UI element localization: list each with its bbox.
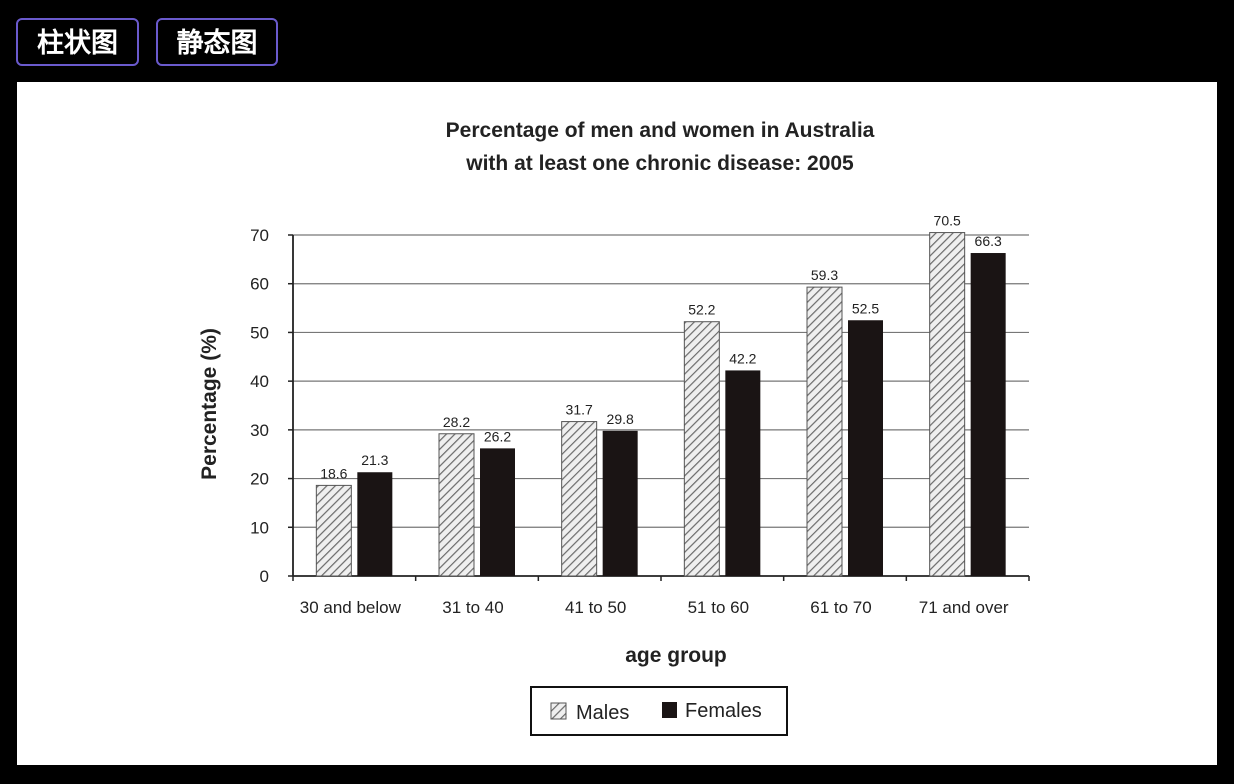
y-axis-label: Percentage (%): [198, 328, 221, 480]
x-axis-label: age group: [625, 644, 727, 667]
value-label-males: 28.2: [443, 414, 470, 430]
chart-title-line-2: with at least one chronic disease: 2005: [465, 152, 854, 175]
bar-females: [725, 370, 761, 576]
y-tick-label: 60: [250, 275, 269, 294]
chart-panel: Percentage of men and women in Australia…: [17, 82, 1217, 765]
legend: Males Females: [530, 686, 788, 736]
bar-females: [357, 472, 393, 576]
x-tick-label: 71 and over: [919, 598, 1009, 617]
legend-swatch-females: [662, 702, 677, 718]
legend-label-females: Females: [685, 700, 762, 722]
y-tick-label: 10: [250, 518, 269, 537]
value-label-males: 18.6: [320, 465, 347, 481]
y-tick-label: 50: [250, 323, 269, 342]
bar-males: [438, 433, 475, 577]
value-label-females: 42.2: [729, 350, 756, 366]
x-tick-label: 31 to 40: [442, 598, 503, 617]
value-label-males: 59.3: [811, 267, 838, 283]
bar-females: [480, 448, 515, 576]
y-tick-label: 0: [260, 567, 269, 586]
y-tick-label: 40: [250, 372, 269, 391]
bar-chart: Percentage of men and women in Australia…: [198, 119, 1030, 736]
x-tick-label: 61 to 70: [810, 598, 871, 617]
x-tick-label: 51 to 60: [688, 598, 749, 617]
value-label-females: 52.5: [852, 300, 879, 316]
legend-swatch-males: [550, 702, 567, 720]
x-tick-label: 41 to 50: [565, 598, 626, 617]
chart-title-line-1: Percentage of men and women in Australia: [446, 119, 875, 142]
chart-type-tag[interactable]: 柱状图: [16, 18, 139, 66]
bar-males: [683, 321, 720, 577]
bar-males: [561, 421, 598, 577]
bar-females: [602, 430, 638, 576]
legend-box: [530, 686, 788, 736]
bar-females: [970, 253, 1006, 576]
y-tick-label: 20: [250, 470, 269, 489]
static-chart-tag[interactable]: 静态图: [156, 18, 278, 66]
value-label-males: 52.2: [688, 302, 715, 318]
value-label-males: 31.7: [566, 402, 593, 418]
x-tick-label: 30 and below: [300, 598, 402, 617]
bar-males: [315, 484, 352, 577]
value-label-females: 26.2: [484, 428, 511, 444]
bar-males: [929, 232, 966, 577]
bar-females: [848, 320, 883, 576]
value-label-males: 70.5: [934, 213, 961, 229]
value-label-females: 21.3: [361, 452, 388, 468]
y-tick-label: 30: [250, 421, 269, 440]
value-label-females: 66.3: [975, 233, 1002, 249]
y-tick-label: 70: [250, 226, 269, 245]
legend-label-males: Males: [576, 702, 629, 724]
value-label-females: 29.8: [607, 411, 634, 427]
bar-males: [806, 286, 843, 577]
